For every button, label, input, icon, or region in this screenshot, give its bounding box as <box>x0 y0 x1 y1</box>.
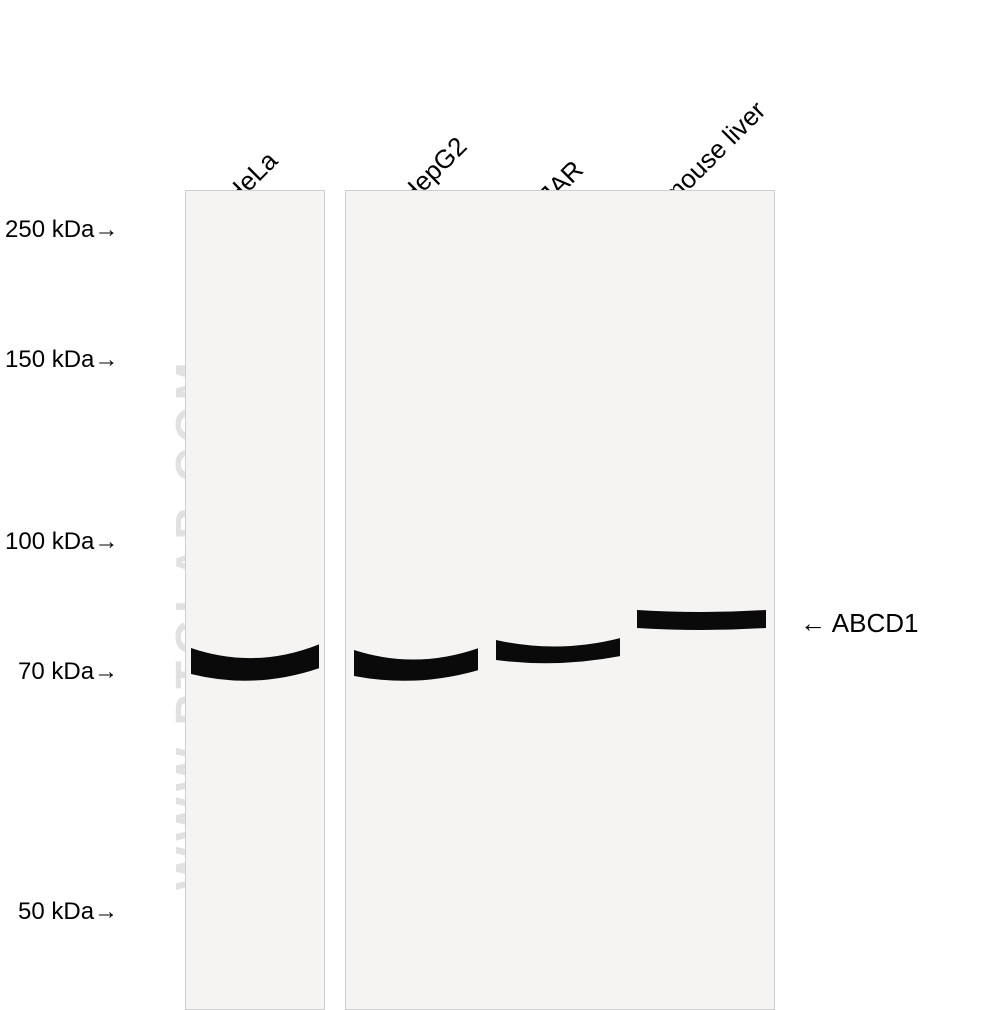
blot-figure: WWW.PTGLAB.COM 250 kDa→ 150 kDa→ 100 kDa… <box>65 70 935 970</box>
blot-strip-1 <box>185 190 325 1010</box>
mw-marker-250: 250 kDa→ <box>5 216 118 244</box>
band-hepg2 <box>354 646 479 686</box>
band-jar <box>496 636 621 668</box>
arrow-left-icon: ← <box>800 608 826 638</box>
blot-strip-2 <box>345 190 775 1010</box>
protein-name: ABCD1 <box>832 608 919 638</box>
blot-membrane-2 <box>345 190 775 1010</box>
band-mouse-liver <box>637 606 766 634</box>
mw-marker-150: 150 kDa→ <box>5 346 118 374</box>
protein-annotation: ← ABCD1 <box>800 608 919 639</box>
band-hela <box>191 642 320 686</box>
mw-marker-100: 100 kDa→ <box>5 528 118 556</box>
mw-marker-70: 70 kDa→ <box>18 658 118 686</box>
mw-marker-50: 50 kDa→ <box>18 898 118 926</box>
blot-membrane-1 <box>185 190 325 1010</box>
